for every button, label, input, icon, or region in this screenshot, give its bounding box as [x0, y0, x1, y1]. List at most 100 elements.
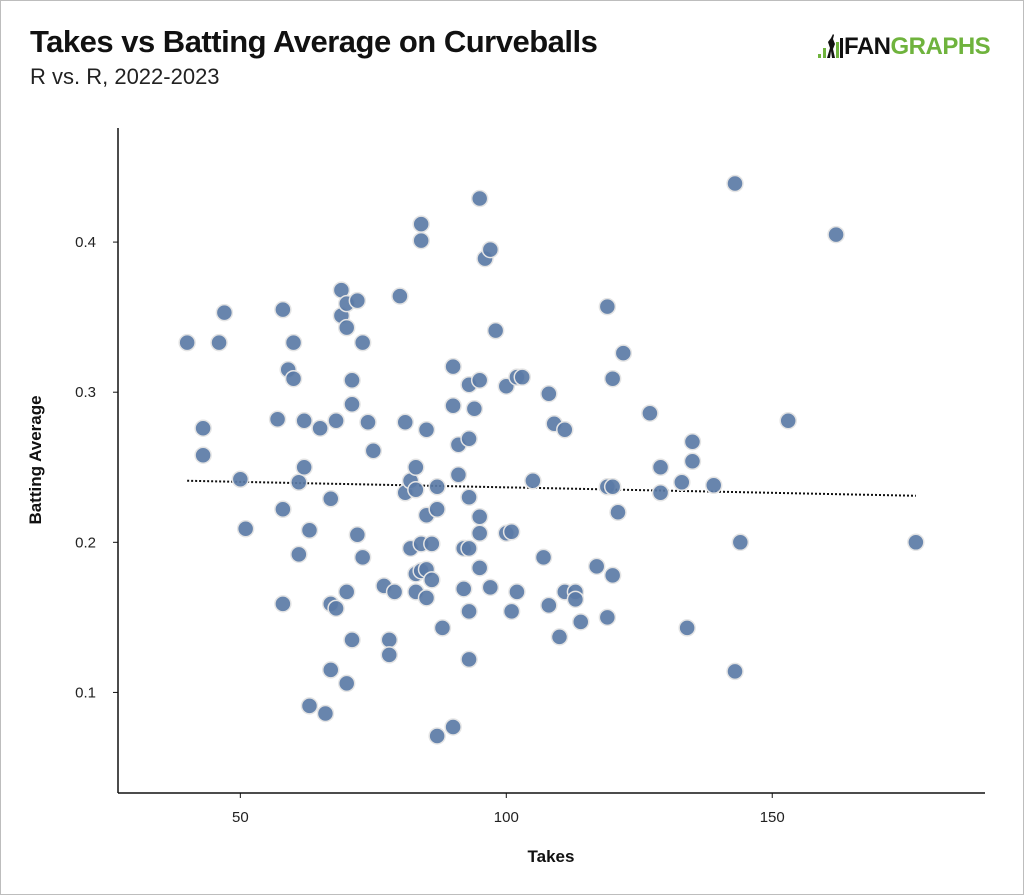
- data-point: [391, 287, 409, 305]
- data-point: [274, 500, 292, 519]
- trend-line: [187, 479, 916, 497]
- data-point: [524, 472, 542, 490]
- data-point: [385, 583, 404, 601]
- chart-subtitle: R vs. R, 2022-2023: [30, 64, 220, 89]
- fangraphs-logo: FAN GRAPHS: [818, 30, 991, 60]
- data-point: [907, 533, 925, 552]
- data-point: [502, 523, 521, 541]
- x-tick-label: 150: [760, 809, 785, 826]
- data-point: [412, 231, 430, 250]
- data-point: [641, 404, 659, 422]
- data-point: [609, 503, 627, 522]
- data-point: [327, 599, 345, 618]
- y-tick-label: 0.3: [75, 384, 96, 401]
- data-point: [454, 580, 473, 598]
- data-point: [470, 189, 489, 208]
- logo-text-fan: FAN: [844, 33, 891, 60]
- data-point: [343, 371, 361, 389]
- data-point: [396, 413, 414, 431]
- data-point: [678, 619, 696, 637]
- data-point: [274, 300, 292, 319]
- data-point: [465, 399, 484, 418]
- data-point: [215, 303, 234, 322]
- data-point: [470, 508, 489, 526]
- data-point: [598, 297, 617, 316]
- data-point: [460, 429, 478, 448]
- data-point: [603, 478, 622, 496]
- data-point: [210, 333, 228, 352]
- data-point: [268, 410, 287, 428]
- data-point: [502, 602, 521, 621]
- data-point: [460, 488, 478, 507]
- data-point: [428, 727, 446, 745]
- x-axis-label: Takes: [528, 847, 575, 866]
- data-point: [194, 446, 212, 464]
- data-point: [779, 411, 797, 430]
- data-point: [290, 545, 308, 564]
- x-tick-label: 100: [494, 809, 519, 826]
- data-point: [300, 521, 319, 540]
- data-point: [827, 225, 845, 244]
- data-point: [295, 411, 313, 430]
- data-point: [556, 420, 574, 439]
- data-point: [300, 697, 319, 715]
- data-point: [353, 548, 372, 567]
- data-point: [726, 174, 744, 193]
- x-tick-label: 50: [232, 809, 249, 826]
- data-point: [449, 466, 468, 484]
- data-point: [444, 718, 462, 736]
- data-point: [603, 369, 622, 388]
- data-point: [295, 458, 313, 477]
- logo-text-graphs: GRAPHS: [890, 33, 991, 60]
- data-point: [231, 470, 250, 489]
- data-point: [486, 321, 505, 340]
- y-tick-label: 0.4: [75, 234, 96, 251]
- data-point: [481, 240, 500, 259]
- data-point: [726, 662, 744, 681]
- data-point: [444, 357, 462, 376]
- data-point: [380, 631, 399, 649]
- data-point: [508, 583, 526, 601]
- data-point: [651, 458, 670, 477]
- data-point: [470, 524, 489, 543]
- data-point: [460, 602, 478, 621]
- data-point: [614, 344, 633, 362]
- data-point: [704, 476, 723, 495]
- data-point: [423, 535, 441, 553]
- data-point: [316, 704, 335, 723]
- data-point: [603, 566, 622, 585]
- data-point: [194, 419, 212, 437]
- data-point: [284, 369, 303, 388]
- data-point: [444, 396, 462, 415]
- data-point: [412, 215, 430, 233]
- data-point: [470, 559, 489, 577]
- data-point: [364, 441, 383, 460]
- y-tick-label: 0.2: [75, 534, 96, 551]
- data-point: [290, 473, 308, 492]
- data-point: [178, 333, 196, 352]
- data-point: [284, 333, 303, 352]
- data-point: [481, 578, 500, 597]
- data-point: [534, 548, 553, 567]
- data-point: [337, 318, 356, 337]
- batter-icon: [818, 34, 843, 58]
- data-point: [343, 395, 361, 413]
- data-point: [460, 650, 478, 669]
- y-tick-label: 0.1: [75, 684, 96, 701]
- data-point: [274, 595, 292, 613]
- data-point: [433, 619, 452, 637]
- data-point: [683, 452, 702, 471]
- data-point: [651, 484, 670, 502]
- data-point: [311, 419, 329, 437]
- data-point: [540, 384, 558, 403]
- data-point: [423, 571, 441, 589]
- data-point: [417, 420, 436, 439]
- data-point: [550, 628, 569, 646]
- data-point: [540, 596, 558, 615]
- data-point: [322, 490, 340, 508]
- data-point: [587, 557, 606, 576]
- data-point: [731, 533, 750, 552]
- data-point: [322, 661, 340, 679]
- data-point: [348, 291, 367, 310]
